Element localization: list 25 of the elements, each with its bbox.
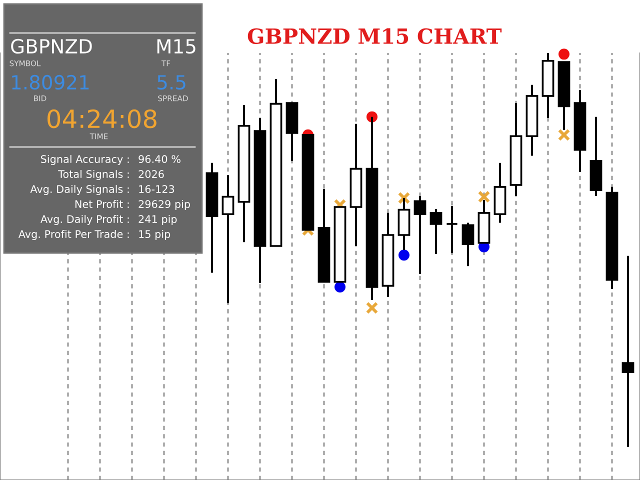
text: 04:24:08 [48,109,156,128]
candlestick [622,254,634,448]
text: 1.80921 [12,74,89,90]
point [366,302,378,314]
candlestick [222,174,234,304]
candlestick [462,222,474,268]
text: M15 [157,39,196,54]
point [478,190,490,203]
point [558,48,570,60]
candlestick [430,208,442,255]
point [558,128,570,142]
text: Total Signals : 2026 [58,170,164,180]
text: Signal Accuracy : 96.40 % [41,154,180,166]
candlestick [414,194,426,276]
text: GBPNZD [11,38,92,54]
point [398,250,410,261]
point [398,192,410,204]
text: Avg. Daily Profit : 241 pip [40,214,177,226]
candlestick [446,204,458,254]
text: 5.5 [158,75,186,90]
point [334,281,346,292]
text: Avg. Profit Per Trade : 15 pip [18,230,170,240]
text: Net Profit : 29629 pip [75,200,190,210]
text: Avg. Daily Signals : 16-123 [30,184,174,196]
chart-title: GBPNZD M15 CHART [248,28,502,44]
